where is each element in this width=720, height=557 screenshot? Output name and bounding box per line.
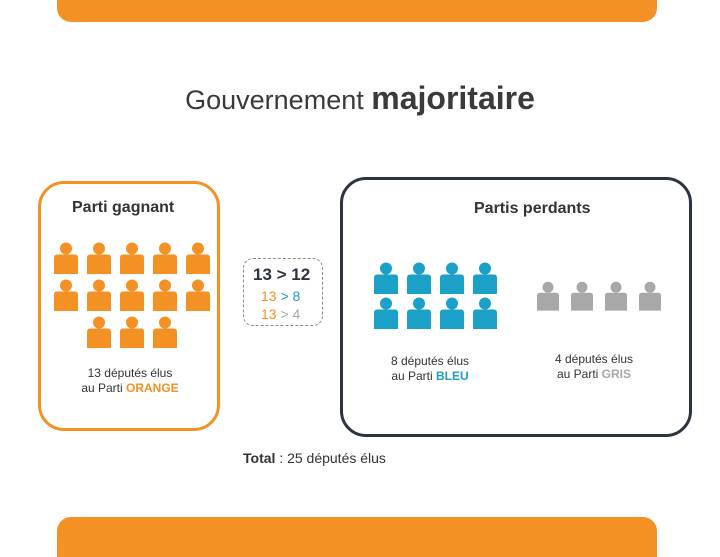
winner-caption-prefix: au Parti [81,381,123,395]
total-label: Total [243,450,276,466]
person-icon [54,279,78,311]
top-accent-bar [57,0,657,22]
comparison-box [243,258,323,326]
blue-caption: 8 députés élus au Parti BLEU [380,354,480,384]
losers-box [340,177,692,437]
comparison-1-left: 13 [261,288,277,304]
winner-caption-line1: 13 députés élus [87,366,173,380]
person-icon [374,297,398,329]
total-text: Total : 25 députés élus [243,450,386,466]
person-icon [605,281,627,311]
person-icon [54,242,78,274]
gray-caption: 4 députés élus au Parti GRIS [544,352,644,382]
gray-caption-line1: 4 députés élus [554,352,634,366]
person-icon [186,279,210,311]
person-icon [153,316,177,348]
title-part2: majoritaire [371,80,535,116]
comparison-1-op: > [280,288,289,304]
comparison-2-right: 4 [292,306,301,322]
person-icon [571,281,593,311]
person-icon [120,279,144,311]
person-icon [473,262,497,294]
losers-label: Partis perdants [470,200,595,218]
person-icon [537,281,559,311]
comparison-main: 13 > 12 [253,265,311,284]
bottom-accent-bar [57,517,657,557]
winner-party-name: ORANGE [126,381,179,395]
person-icon [153,279,177,311]
winner-box [38,181,220,431]
blue-caption-prefix: au Parti [391,369,433,383]
person-icon [440,297,464,329]
person-icon [407,262,431,294]
total-value: : 25 députés élus [275,450,386,466]
person-icon [87,242,111,274]
winner-caption: 13 députés élus au Parti ORANGE [78,366,182,396]
page-title: Gouvernement majoritaire [0,80,720,117]
blue-party-name: BLEU [436,369,469,383]
person-icon [120,242,144,274]
person-icon [120,316,144,348]
person-icon [186,242,210,274]
blue-caption-line1: 8 députés élus [390,354,470,368]
person-icon [440,262,464,294]
comparison-2-op: > [280,306,289,322]
person-icon [407,297,431,329]
person-icon [473,297,497,329]
gray-caption-prefix: au Parti [556,367,599,381]
gray-party-name: GRIS [601,367,632,381]
person-icon [374,262,398,294]
person-icon [87,279,111,311]
person-icon [87,316,111,348]
person-icon [639,281,661,311]
comparison-1-right: 8 [292,288,301,304]
person-icon [153,242,177,274]
comparison-2-left: 13 [261,306,277,322]
title-part1: Gouvernement [185,85,364,115]
comparison-line-2: 13 > 4 [261,306,300,322]
winner-label: Parti gagnant [68,199,179,217]
comparison-line-1: 13 > 8 [261,288,300,304]
